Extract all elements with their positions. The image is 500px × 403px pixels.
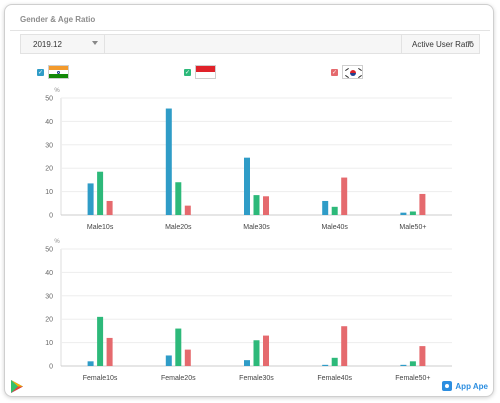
bar xyxy=(322,364,329,366)
appape-logo-text: App Ape xyxy=(455,381,488,391)
card-title: Gender & Age Ratio xyxy=(20,15,96,24)
bar xyxy=(244,360,250,366)
bar xyxy=(165,355,172,366)
india-flag-icon xyxy=(48,65,69,79)
chevron-down-icon xyxy=(92,41,98,45)
bar xyxy=(341,326,348,366)
metric-select-value: Active User Ratio xyxy=(412,39,474,49)
bar xyxy=(263,335,269,366)
bar xyxy=(253,340,260,366)
bar xyxy=(87,183,94,215)
bar xyxy=(97,171,104,215)
bar xyxy=(409,211,416,215)
date-select-value: 2019.12 xyxy=(33,39,62,49)
metric-select[interactable]: Active User Ratio xyxy=(401,35,479,53)
y-tick-label: 30 xyxy=(45,142,53,149)
x-tick-label: Female50+ xyxy=(395,375,430,382)
x-tick-label: Male40s xyxy=(321,224,348,231)
bar xyxy=(175,182,182,215)
bar xyxy=(175,328,182,366)
bar xyxy=(419,193,426,215)
indonesia-flag-icon xyxy=(195,65,216,79)
checkbox-checked-icon[interactable]: ✓ xyxy=(37,68,44,76)
bar xyxy=(400,212,407,215)
y-tick-label: 10 xyxy=(45,340,53,347)
chevron-down-icon xyxy=(467,41,473,45)
bar xyxy=(244,157,250,215)
title-divider xyxy=(10,30,490,31)
legend-toggle-india[interactable]: ✓ xyxy=(37,65,69,79)
bar xyxy=(253,195,260,215)
bar xyxy=(419,346,426,366)
y-tick-label: 30 xyxy=(45,293,53,300)
bar xyxy=(106,200,113,215)
bar xyxy=(106,337,113,366)
bar xyxy=(400,364,407,366)
y-axis-label: % xyxy=(54,88,60,94)
legend-toggle-south-korea[interactable]: ✓ xyxy=(331,65,363,79)
south-korea-flag-icon xyxy=(342,65,363,79)
y-tick-label: 10 xyxy=(45,189,53,196)
bar xyxy=(322,200,329,215)
y-tick-label: 0 xyxy=(49,213,53,220)
checkbox-checked-icon[interactable]: ✓ xyxy=(184,68,191,76)
bar xyxy=(331,206,338,215)
y-tick-label: 40 xyxy=(45,119,53,126)
checkbox-checked-icon[interactable]: ✓ xyxy=(331,68,338,76)
date-select[interactable]: 2019.12 xyxy=(21,35,105,53)
filter-toolbar: 2019.12 Active User Ratio xyxy=(20,34,480,54)
bar xyxy=(331,357,338,366)
bar xyxy=(409,361,416,366)
x-tick-label: Male10s xyxy=(87,224,114,231)
x-tick-label: Female30s xyxy=(239,375,274,382)
y-tick-label: 20 xyxy=(45,317,53,324)
y-tick-label: 50 xyxy=(45,247,53,254)
x-tick-label: Female20s xyxy=(161,375,196,382)
appape-logo: App Ape xyxy=(442,381,488,391)
y-tick-label: 50 xyxy=(45,96,53,103)
bar xyxy=(184,205,191,215)
x-tick-label: Male50+ xyxy=(399,224,426,231)
x-tick-label: Male20s xyxy=(165,224,192,231)
y-axis-label: % xyxy=(54,239,60,245)
bar xyxy=(165,108,172,215)
bar xyxy=(263,196,269,215)
y-tick-label: 0 xyxy=(49,364,53,371)
x-tick-label: Female40s xyxy=(317,375,352,382)
legend-toggle-indonesia[interactable]: ✓ xyxy=(184,65,216,79)
bar xyxy=(184,349,191,366)
bar xyxy=(341,177,348,215)
y-tick-label: 40 xyxy=(45,270,53,277)
x-tick-label: Male30s xyxy=(243,224,270,231)
x-tick-label: Female10s xyxy=(83,375,118,382)
y-tick-label: 20 xyxy=(45,166,53,173)
google-play-icon xyxy=(11,380,23,393)
appape-logo-icon xyxy=(442,381,453,391)
bar xyxy=(87,361,94,366)
bar xyxy=(97,316,104,366)
